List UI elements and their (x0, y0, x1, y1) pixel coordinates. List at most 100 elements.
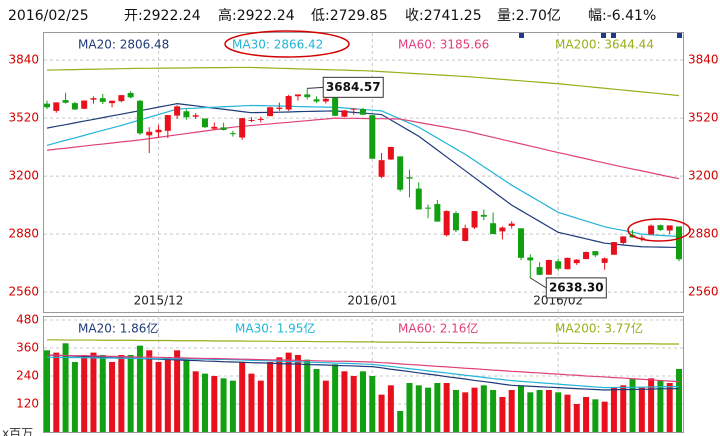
y-tick-label: 2560 (8, 285, 39, 299)
candle-body (583, 252, 590, 260)
candle-body (518, 228, 524, 258)
candle-body (267, 107, 274, 117)
annotation-leader (530, 277, 547, 289)
legend-label: MA200: 3.77亿 (555, 321, 643, 336)
volume-bar (267, 361, 274, 432)
highlight-ellipse (224, 30, 350, 58)
volume-bar (471, 387, 478, 432)
volume-bar (545, 389, 552, 432)
y-tick-label: 3200 (8, 169, 39, 183)
volume-bar (638, 387, 645, 432)
candle-body (564, 257, 571, 270)
candle-body (480, 214, 487, 217)
volume-bar (592, 399, 599, 432)
ma-line (46, 117, 680, 180)
candle-body (90, 98, 97, 100)
volume-bar (610, 387, 617, 432)
volume-bar (118, 354, 125, 432)
candle-body (127, 92, 134, 98)
y2-tick-label: 3840 (688, 53, 719, 67)
marker (601, 33, 606, 38)
volume-bar (136, 345, 143, 432)
y2-tick-label: 3520 (688, 111, 719, 125)
marker (677, 33, 682, 38)
candle-body (220, 127, 227, 130)
candle-body (452, 213, 459, 231)
volume-bar (71, 361, 78, 432)
candle-body (657, 225, 664, 230)
y-tick-label: 240 (16, 368, 39, 382)
candle-body (44, 103, 50, 108)
candle-body (555, 261, 562, 269)
candle-body (155, 129, 162, 133)
x-tick-label: 2015/12 (134, 294, 184, 308)
candle-body (490, 223, 497, 235)
candle-body (136, 100, 143, 134)
y2-tick-label: 2880 (688, 227, 719, 241)
candle-body (99, 98, 106, 102)
volume-bar (499, 396, 506, 432)
volume-bar (527, 392, 534, 432)
candle-body (304, 94, 311, 98)
header-field: 收:2741.25 (405, 8, 482, 24)
volume-bar (322, 380, 329, 432)
candle-body (648, 225, 655, 235)
volume-bar (415, 385, 422, 432)
candle-body (610, 242, 617, 255)
volume-bar (294, 354, 301, 432)
candle-body (434, 204, 441, 222)
volume-bar (452, 389, 459, 432)
candle-body (53, 102, 60, 111)
volume-bar (90, 352, 97, 432)
volume-bar (285, 352, 292, 432)
plot-layer: 2016/02/25 开:2922.24 高:2922.24 低:2729.85 收:2… (2, 7, 719, 436)
volume-bar (620, 385, 627, 432)
volume-bar (648, 378, 655, 432)
volume-bar (81, 354, 88, 432)
volume-bar (573, 403, 580, 432)
candle-body (276, 107, 283, 109)
y-tick-label: 2880 (8, 227, 39, 241)
volume-bar (53, 352, 60, 432)
candle-body (164, 115, 171, 131)
volume-bar (518, 385, 524, 432)
volume-bar (397, 410, 404, 432)
volume-bar (536, 389, 543, 432)
highlight-ellipse (627, 218, 691, 242)
candle-body (638, 237, 645, 239)
legend-label: MA200: 3644.44 (555, 38, 654, 52)
volume-bar (480, 385, 487, 432)
candle-body (202, 118, 208, 128)
candle-body (192, 115, 199, 117)
candle-body (387, 146, 394, 160)
candle-body (666, 225, 673, 231)
legend-label: MA20: 1.86亿 (78, 321, 158, 336)
volume-bar (155, 361, 162, 432)
y-tick-label: 3840 (8, 53, 39, 67)
volume-bar (202, 373, 208, 432)
ma-line (47, 339, 679, 345)
volume-bar (508, 389, 515, 432)
candle-body (341, 110, 348, 117)
candle-body (397, 156, 404, 190)
candle-body (174, 106, 181, 116)
volume-bar (304, 359, 311, 432)
volume-bar (657, 380, 664, 432)
candle-body (360, 109, 366, 115)
candle-body (332, 97, 339, 116)
candle-body (471, 211, 478, 228)
volume-bar (239, 361, 246, 432)
annotation-box (545, 277, 607, 299)
candle-body (425, 207, 432, 209)
candle-body (109, 100, 116, 104)
candle-body (248, 119, 255, 121)
candle-body (350, 108, 357, 110)
volume-bar (629, 378, 636, 432)
candle-body (81, 100, 88, 109)
volume-bar (443, 382, 450, 432)
volume-bar (229, 380, 236, 432)
header-field: 量:2.70亿 (497, 8, 561, 24)
candle-body (592, 251, 599, 256)
volume-bar (44, 350, 50, 432)
marker (611, 33, 616, 38)
